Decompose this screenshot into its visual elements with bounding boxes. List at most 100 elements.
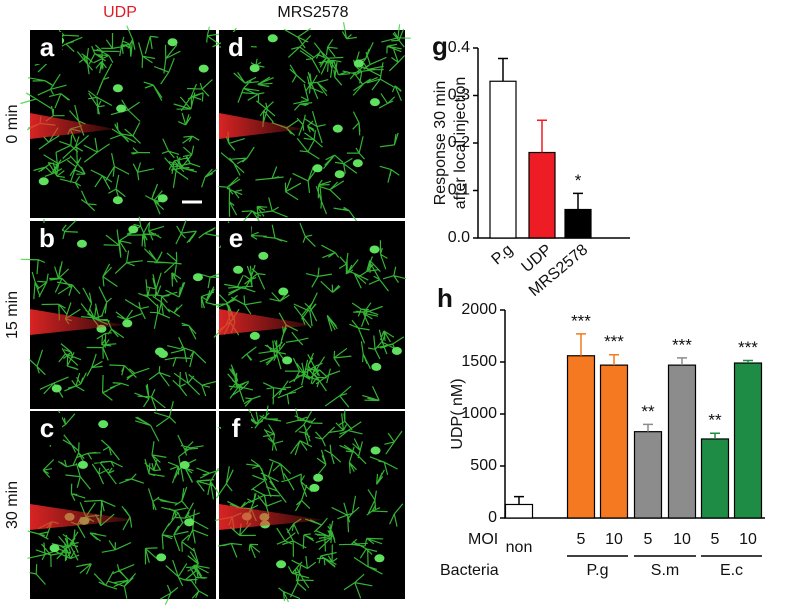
pipette — [219, 504, 324, 530]
panel-letter: f — [232, 413, 241, 443]
microglia-soma — [278, 287, 289, 296]
y-tick-label: 0.1 — [448, 182, 470, 199]
group-label: E.c — [720, 562, 743, 579]
microglia-soma — [49, 544, 60, 553]
error-bar — [609, 353, 619, 366]
microglia-soma — [116, 104, 127, 113]
panel-letter: c — [40, 413, 54, 443]
significance: ** — [708, 411, 722, 430]
bar — [599, 364, 629, 519]
significance: *** — [738, 338, 758, 357]
y-axis-label: UDP( nM) — [449, 378, 466, 449]
microglia-soma — [267, 34, 278, 43]
panel-letter-box — [221, 32, 251, 64]
error-bar — [677, 357, 687, 366]
significance: *** — [604, 332, 624, 351]
microglia-soma — [370, 446, 381, 455]
pipette — [219, 309, 314, 335]
microglia-soma — [249, 64, 260, 73]
panel-letter: a — [40, 32, 55, 62]
microglia-soma — [112, 196, 123, 205]
pipette — [30, 309, 125, 335]
y-tick-label: 1000 — [461, 405, 497, 422]
microglia-processes — [212, 22, 411, 224]
microglia-soma — [249, 331, 260, 340]
microglia-soma — [112, 84, 123, 93]
x-tick-label: 10 — [739, 531, 757, 548]
significance: *** — [571, 311, 591, 330]
microglia-soma — [369, 98, 380, 107]
microglia-soma — [192, 273, 203, 282]
panel-letter: d — [228, 32, 244, 62]
error-bar — [537, 119, 547, 153]
bar — [633, 431, 663, 519]
microglia-soma — [51, 384, 62, 393]
column-header: UDP — [103, 4, 137, 21]
bar — [667, 364, 697, 519]
microglia-soma — [198, 64, 209, 73]
microglia-soma — [76, 239, 87, 248]
x-tick-label: 5 — [577, 531, 586, 548]
y-tick-label: 0.0 — [448, 229, 470, 246]
error-bar — [643, 423, 653, 432]
y-tick-label: 0 — [488, 509, 497, 526]
significance: * — [575, 171, 582, 190]
microglia-soma — [352, 159, 363, 168]
microglia-soma — [98, 420, 109, 429]
bar — [564, 208, 592, 239]
significance: ** — [641, 402, 655, 421]
panel-letter-box — [221, 413, 251, 445]
microglia-soma — [282, 356, 293, 365]
microglia-soma — [391, 346, 402, 355]
bar — [700, 438, 730, 519]
microglia-soma — [313, 473, 324, 482]
y-axis-label: Response 30 min — [432, 81, 449, 206]
panel-letter: e — [229, 223, 243, 253]
row-label: 15 min — [4, 291, 21, 339]
group-label: S.m — [651, 562, 679, 579]
y-tick-label: 0.4 — [448, 39, 470, 56]
microglia-soma — [184, 518, 195, 527]
microglia-soma — [157, 350, 168, 359]
microglia-soma — [156, 553, 167, 562]
microglia-soma — [371, 362, 382, 371]
error-bar — [514, 495, 524, 505]
microglia-soma — [312, 164, 323, 173]
y-tick-label: 0.3 — [448, 87, 470, 104]
microglia-soma — [258, 251, 269, 260]
y-tick-label: 0.2 — [448, 134, 470, 151]
panel-letter: h — [437, 283, 453, 313]
panel-letter: g — [432, 31, 448, 61]
row-label: MOI — [468, 531, 498, 548]
bar — [489, 80, 517, 239]
charts: g 0.0 0.1 0.2 0.3 0.4 Response 30 min after loc… — [432, 31, 765, 579]
microglia-soma — [332, 124, 343, 133]
error-bar — [576, 333, 586, 356]
group-label: non — [506, 539, 533, 556]
pipette — [219, 113, 304, 139]
microglia-soma — [374, 554, 385, 563]
microglia-soma — [334, 170, 345, 179]
microglia-processes — [215, 405, 404, 603]
microglia-soma — [167, 38, 178, 47]
microglia-soma — [122, 319, 133, 328]
y-axis-label: after local injection — [452, 77, 469, 210]
microglia-soma — [369, 245, 380, 254]
microglia-soma — [38, 177, 49, 186]
x-tick-label: P.g — [489, 241, 517, 268]
micrographs: 0 min a d 15 min b e 30 min c f — [4, 22, 411, 606]
bar — [528, 151, 556, 239]
microglia-soma — [157, 194, 168, 203]
y-tick-label: 2000 — [461, 301, 497, 318]
error-bar — [573, 192, 583, 210]
y-tick-label: 1500 — [461, 353, 497, 370]
bar — [566, 355, 596, 519]
bar — [733, 362, 763, 519]
pipette — [30, 113, 115, 139]
microglia-soma — [233, 265, 244, 274]
row-label: 30 min — [4, 481, 21, 529]
significance: *** — [672, 335, 692, 354]
panel-letter: b — [39, 223, 55, 253]
microglia-soma — [353, 59, 364, 68]
